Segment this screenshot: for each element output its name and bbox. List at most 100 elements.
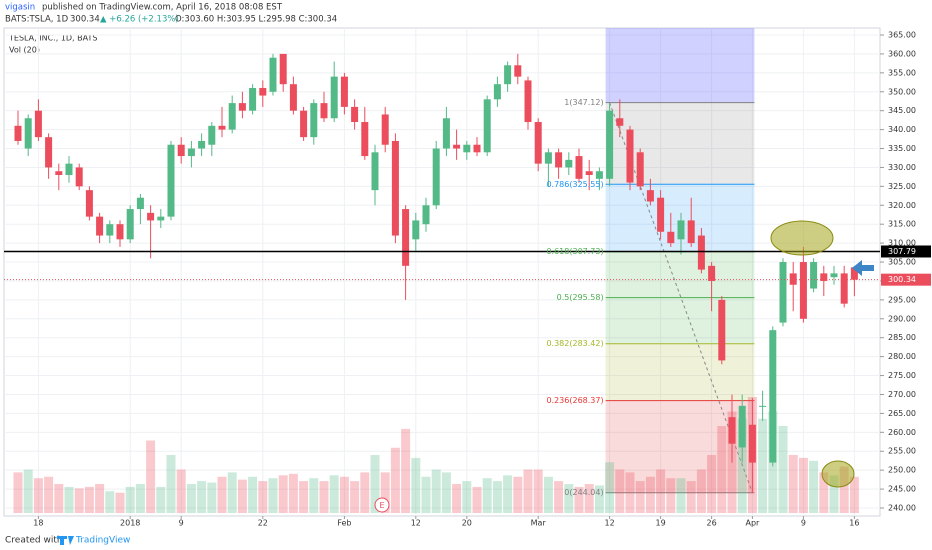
volume-bar xyxy=(13,472,23,513)
volume-bar xyxy=(492,481,502,513)
candle-body xyxy=(381,114,389,145)
volume-bar xyxy=(74,488,84,513)
volume-bar xyxy=(33,478,43,513)
candle-body xyxy=(687,220,695,244)
volume-bar xyxy=(248,476,258,513)
candle-body xyxy=(167,144,175,217)
volume-bar xyxy=(288,473,298,513)
event-marker xyxy=(374,497,390,513)
volume-bar xyxy=(186,484,196,513)
published: published on TradingView.com, April 16, … xyxy=(42,3,283,13)
y-tick-label: 285.00 xyxy=(888,333,916,342)
logo xyxy=(57,536,74,545)
volume-bar xyxy=(319,481,329,513)
candle-body xyxy=(830,273,838,278)
candle-body xyxy=(544,152,552,164)
candle-body xyxy=(442,118,450,149)
volume-bar xyxy=(554,481,564,513)
candle-body xyxy=(391,140,399,236)
candle-body xyxy=(657,197,665,232)
author[interactable]: vigasin xyxy=(5,3,35,13)
volume-bar xyxy=(594,485,604,513)
volume-bar xyxy=(64,486,74,513)
volume-bar xyxy=(839,466,849,513)
candle-body xyxy=(504,65,512,85)
y-tick-label: 265.00 xyxy=(888,409,916,418)
candle-body xyxy=(575,156,583,179)
y-tick-label: 365.00 xyxy=(888,31,916,40)
fib-label: 0.382(283.42) xyxy=(546,339,603,348)
x-tick-label: 16 xyxy=(849,519,859,528)
volume-bar xyxy=(329,475,339,513)
candle-body xyxy=(422,205,430,225)
candle-body xyxy=(361,122,369,157)
event-label: E xyxy=(379,501,384,510)
candle-body xyxy=(616,118,624,126)
volume-bar xyxy=(370,455,380,513)
candle-body xyxy=(269,57,277,92)
candle-body xyxy=(300,110,308,138)
x-tick-label: Mar xyxy=(531,519,547,528)
y-tick-label: 270.00 xyxy=(888,390,916,399)
x-tick-label: 20 xyxy=(462,519,472,528)
candle-body xyxy=(371,152,379,191)
volume-bar xyxy=(574,486,584,513)
candle-body xyxy=(157,216,165,221)
x-tick-label: Feb xyxy=(337,519,351,528)
volume-bar xyxy=(166,455,176,513)
candle-body xyxy=(524,80,532,123)
candle-body xyxy=(45,137,53,168)
y-tick-label: 360.00 xyxy=(888,49,916,58)
x-tick-label: 19 xyxy=(656,519,666,528)
last-price-label: 300.34 xyxy=(888,275,916,284)
volume-bar xyxy=(431,469,441,513)
candle-body xyxy=(840,273,848,304)
volume-bar xyxy=(350,481,360,513)
candle-body xyxy=(514,65,522,77)
header: vigasin published on TradingView.com, Ap… xyxy=(5,3,337,25)
y-tick-label: 295.00 xyxy=(888,295,916,304)
last-price-tag xyxy=(881,273,931,286)
candle-body xyxy=(320,103,328,119)
candle-body xyxy=(850,267,858,280)
volume-bar xyxy=(390,447,400,513)
candle-body xyxy=(606,110,614,179)
candle-body xyxy=(228,103,236,130)
candle-body xyxy=(259,87,267,96)
volume-bar xyxy=(645,476,655,513)
h-line-tag xyxy=(881,245,931,258)
volume-bar xyxy=(380,472,390,513)
volume-bar xyxy=(146,440,156,513)
candle-body xyxy=(340,76,348,107)
y-tick-label: 325.00 xyxy=(888,182,916,191)
candle-body xyxy=(55,171,63,176)
candle-body xyxy=(463,144,471,153)
y-tick-label: 335.00 xyxy=(888,144,916,153)
volume-bar xyxy=(707,455,717,513)
volume-bar xyxy=(227,472,237,513)
candle-body xyxy=(677,220,685,240)
candle-body xyxy=(75,167,83,187)
volume-bar xyxy=(717,426,727,513)
volume-bar xyxy=(299,481,309,513)
volume-bar xyxy=(472,486,482,513)
y-tick-label: 320.00 xyxy=(888,201,916,210)
y-tick-label: 255.00 xyxy=(888,447,916,456)
volume-bar xyxy=(676,478,686,513)
volume-bar xyxy=(339,476,349,513)
candle-body xyxy=(249,87,257,111)
candle-body xyxy=(330,76,338,119)
candle-body xyxy=(238,103,246,111)
volume-bar xyxy=(217,476,227,513)
volume-bar xyxy=(809,460,819,513)
fib-extension xyxy=(605,28,755,103)
candle-body xyxy=(748,424,756,463)
candle-body xyxy=(799,262,807,319)
footer-brand[interactable]: TradingView xyxy=(75,536,130,546)
h-line-label: 307.79 xyxy=(888,247,916,256)
volume-bar xyxy=(849,476,859,513)
volume-bar xyxy=(360,472,370,513)
arrow xyxy=(852,260,874,276)
volume-bar xyxy=(605,462,615,513)
volume-bar xyxy=(95,484,105,513)
